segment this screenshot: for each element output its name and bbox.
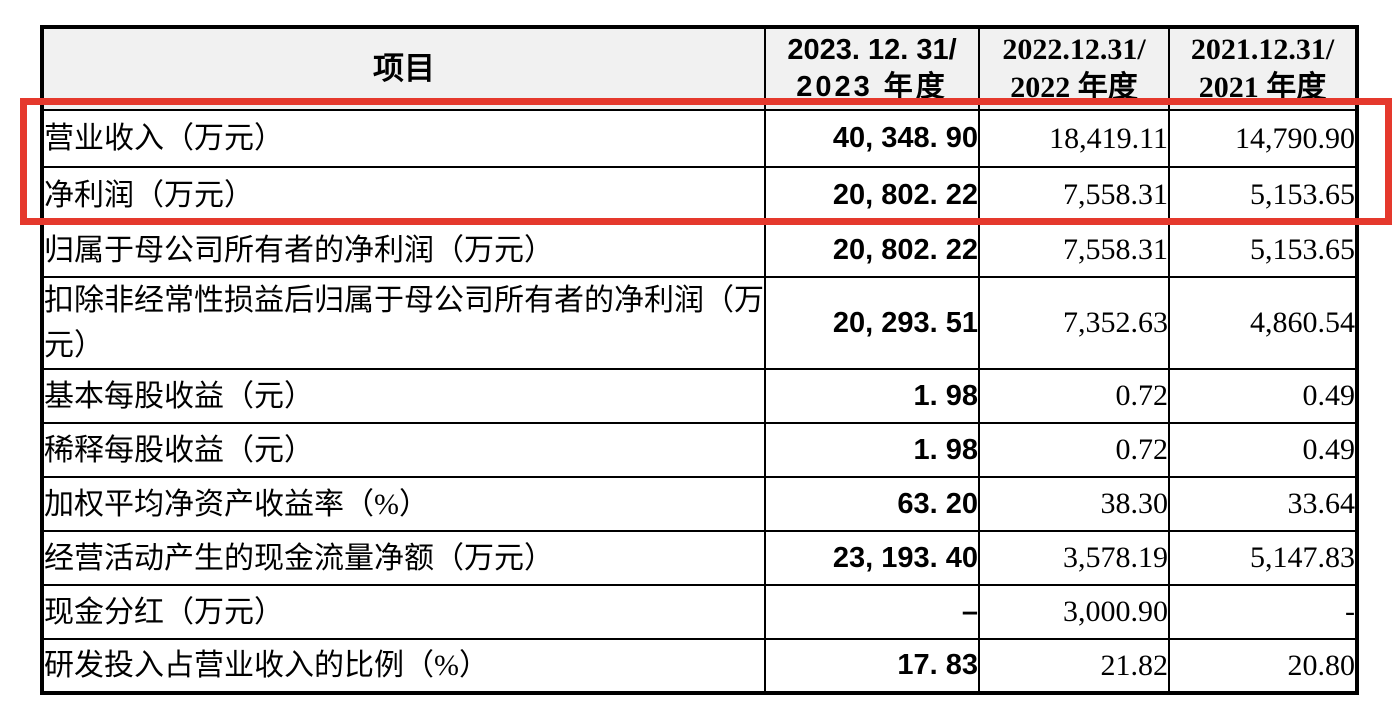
row-label: 经营活动产生的现金流量净额（万元） bbox=[41, 530, 766, 586]
header-cell-2021: 2021.12.31/ 2021 年度 bbox=[1168, 26, 1358, 111]
table-row-operating-cash-flow: 经营活动产生的现金流量净额（万元） 23, 193. 40 3,578.19 5… bbox=[41, 530, 1358, 586]
value-2021: - bbox=[1168, 584, 1358, 640]
financial-summary-table: 项目 2023. 12. 31/ 2023 年度 2022.12.31/ 202… bbox=[40, 25, 1359, 695]
value-2021: 5,153.65 bbox=[1168, 166, 1358, 224]
header-2022-line1: 2022.12.31/ bbox=[1002, 32, 1146, 66]
value-2022: 38.30 bbox=[978, 476, 1170, 532]
table-row-rd-ratio: 研发投入占营业收入的比例（%） 17. 83 21.82 20.80 bbox=[41, 638, 1358, 694]
row-label: 研发投入占营业收入的比例（%） bbox=[41, 638, 766, 694]
value-2021: 20.80 bbox=[1168, 638, 1358, 694]
value-2021: 14,790.90 bbox=[1168, 109, 1358, 168]
table-row-basic-eps: 基本每股收益（元） 1. 98 0.72 0.49 bbox=[41, 368, 1358, 424]
row-label: 营业收入（万元） bbox=[41, 109, 766, 168]
table-row-deducted-net-profit: 扣除非经常性损益后归属于母公司所有者的净利润（万元） 20, 293. 51 7… bbox=[41, 276, 1358, 370]
value-2023: 63. 20 bbox=[764, 476, 980, 532]
row-label: 加权平均净资产收益率（%） bbox=[41, 476, 766, 532]
header-2021-line1: 2021.12.31/ bbox=[1190, 32, 1335, 66]
value-2023: 20, 293. 51 bbox=[764, 276, 980, 370]
value-2023: 1. 98 bbox=[764, 368, 980, 424]
value-2021: 0.49 bbox=[1168, 422, 1358, 478]
header-cell-2022: 2022.12.31/ 2022 年度 bbox=[978, 26, 1170, 111]
row-label: 稀释每股收益（元） bbox=[41, 422, 766, 478]
header-cell-item: 项目 bbox=[41, 26, 766, 111]
value-2022: 3,578.19 bbox=[978, 530, 1170, 586]
value-2023: 20, 802. 22 bbox=[764, 222, 980, 278]
value-2023: 17. 83 bbox=[764, 638, 980, 694]
header-2023-line2: 2023 年度 bbox=[796, 71, 948, 103]
value-2021: 5,153.65 bbox=[1168, 222, 1358, 278]
value-2021: 4,860.54 bbox=[1168, 276, 1358, 370]
row-label: 基本每股收益（元） bbox=[41, 368, 766, 424]
table-row-cash-dividend: 现金分红（万元） – 3,000.90 - bbox=[41, 584, 1358, 640]
value-2022: 3,000.90 bbox=[978, 584, 1170, 640]
value-2022: 7,558.31 bbox=[978, 222, 1170, 278]
value-2021: 5,147.83 bbox=[1168, 530, 1358, 586]
header-row: 项目 2023. 12. 31/ 2023 年度 2022.12.31/ 202… bbox=[41, 26, 1358, 111]
header-cell-2023: 2023. 12. 31/ 2023 年度 bbox=[764, 26, 980, 111]
header-2023-line1: 2023. 12. 31/ bbox=[787, 33, 957, 66]
value-2023: 40, 348. 90 bbox=[764, 109, 980, 168]
row-label: 扣除非经常性损益后归属于母公司所有者的净利润（万元） bbox=[41, 276, 766, 370]
value-2022: 7,352.63 bbox=[978, 276, 1170, 370]
header-item-label: 项目 bbox=[373, 51, 435, 87]
row-label: 现金分红（万元） bbox=[41, 584, 766, 640]
row-label: 归属于母公司所有者的净利润（万元） bbox=[41, 222, 766, 278]
table-row-diluted-eps: 稀释每股收益（元） 1. 98 0.72 0.49 bbox=[41, 422, 1358, 478]
value-2022: 0.72 bbox=[978, 422, 1170, 478]
table-row-operating-revenue: 营业收入（万元） 40, 348. 90 18,419.11 14,790.90 bbox=[41, 109, 1358, 168]
value-2023: – bbox=[764, 584, 980, 640]
value-2023: 23, 193. 40 bbox=[764, 530, 980, 586]
value-2022: 18,419.11 bbox=[978, 109, 1170, 168]
table-row-net-profit: 净利润（万元） 20, 802. 22 7,558.31 5,153.65 bbox=[41, 166, 1358, 224]
header-2022-line2: 2022 年度 bbox=[1010, 71, 1138, 104]
table-row-weighted-roe: 加权平均净资产收益率（%） 63. 20 38.30 33.64 bbox=[41, 476, 1358, 532]
value-2023: 20, 802. 22 bbox=[764, 166, 980, 224]
value-2022: 7,558.31 bbox=[978, 166, 1170, 224]
header-2021-line2: 2021 年度 bbox=[1198, 71, 1327, 104]
value-2023: 1. 98 bbox=[764, 422, 980, 478]
value-2022: 0.72 bbox=[978, 368, 1170, 424]
value-2021: 33.64 bbox=[1168, 476, 1358, 532]
value-2022: 21.82 bbox=[978, 638, 1170, 694]
value-2021: 0.49 bbox=[1168, 368, 1358, 424]
table-row-parent-net-profit: 归属于母公司所有者的净利润（万元） 20, 802. 22 7,558.31 5… bbox=[41, 222, 1358, 278]
row-label: 净利润（万元） bbox=[41, 166, 766, 224]
